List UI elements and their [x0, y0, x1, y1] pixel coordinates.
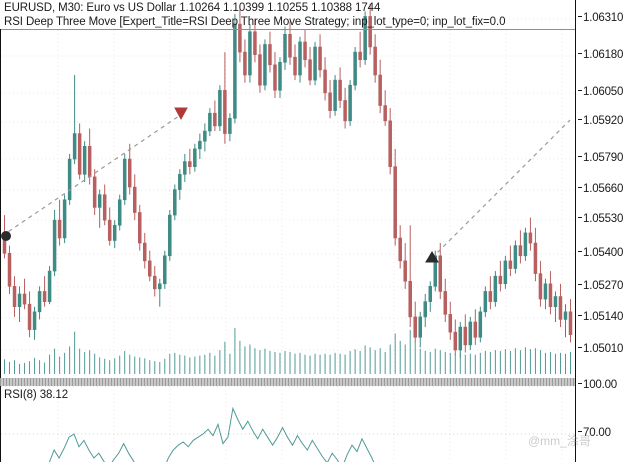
axis-value: 100.00 — [583, 379, 617, 391]
axis-value: 1.05660 — [583, 183, 624, 195]
axis-tick — [578, 284, 582, 286]
price-axis-label: 1.05140 — [578, 311, 623, 323]
price-axis-label: 1.05270 — [578, 280, 623, 292]
axis-tick — [578, 217, 582, 219]
rsi-indicator-label: RSI(8) 38.12 — [4, 389, 68, 401]
symbol-info-line: EURUSD, M30: Euro vs US Dollar 1.10264 1… — [4, 2, 381, 14]
axis-tick — [578, 315, 582, 317]
pane-separator[interactable] — [0, 378, 575, 386]
price-chart-pane[interactable] — [0, 0, 575, 381]
price-axis-label: 1.06310 — [578, 12, 623, 24]
candlestick-series — [2, 3, 573, 358]
price-pane-left-border — [0, 29, 1, 378]
rsi-grid — [1, 386, 575, 462]
axis-tick — [578, 53, 582, 55]
rsi-axis-label: 70.00 — [578, 427, 611, 439]
axis-value: 1.05400 — [583, 247, 624, 259]
axis-value: 1.05530 — [583, 213, 624, 225]
axis-value: 1.05140 — [583, 311, 624, 323]
rsi-indicator-pane[interactable] — [0, 386, 575, 462]
axis-value: 70.00 — [583, 427, 611, 439]
header-divider — [0, 29, 575, 30]
chart-objects-layer[interactable] — [0, 0, 575, 381]
axis-tick — [578, 431, 582, 433]
axis-value: 1.05790 — [583, 152, 624, 164]
axis-tick — [578, 90, 582, 92]
axis-value: 1.06180 — [583, 49, 624, 61]
volume-histogram — [4, 328, 571, 374]
axis-value: 1.06310 — [583, 12, 624, 24]
rsi-pane-left-border — [0, 386, 1, 462]
price-scale-axis[interactable] — [575, 0, 576, 462]
axis-tick — [578, 383, 582, 385]
axis-value: 1.05920 — [583, 115, 624, 127]
price-axis-label: 1.06050 — [578, 86, 623, 98]
axis-value: 1.06050 — [583, 86, 624, 98]
price-axis-label: 1.05920 — [578, 115, 623, 127]
axis-value: 1.05270 — [583, 280, 624, 292]
axis-tick — [578, 16, 582, 18]
axis-tick — [578, 187, 582, 189]
axis-value: 1.05010 — [583, 343, 624, 355]
axis-tick — [578, 119, 582, 121]
price-axis-label: 1.05530 — [578, 213, 623, 225]
price-axis-label: 1.05010 — [578, 343, 623, 355]
rsi-axis-label: 100.00 — [578, 379, 617, 391]
axis-tick — [578, 156, 582, 158]
price-axis-label: 1.05660 — [578, 183, 623, 195]
axis-tick — [578, 347, 582, 349]
rsi-line-series — [48, 406, 375, 462]
axis-tick — [578, 251, 582, 253]
expert-advisor-line: RSI Deep Three Move [Expert_Title=RSI De… — [4, 16, 506, 28]
price-axis-label: 1.05400 — [578, 247, 623, 259]
price-axis-label: 1.06180 — [578, 49, 623, 61]
price-axis-label: 1.05790 — [578, 152, 623, 164]
